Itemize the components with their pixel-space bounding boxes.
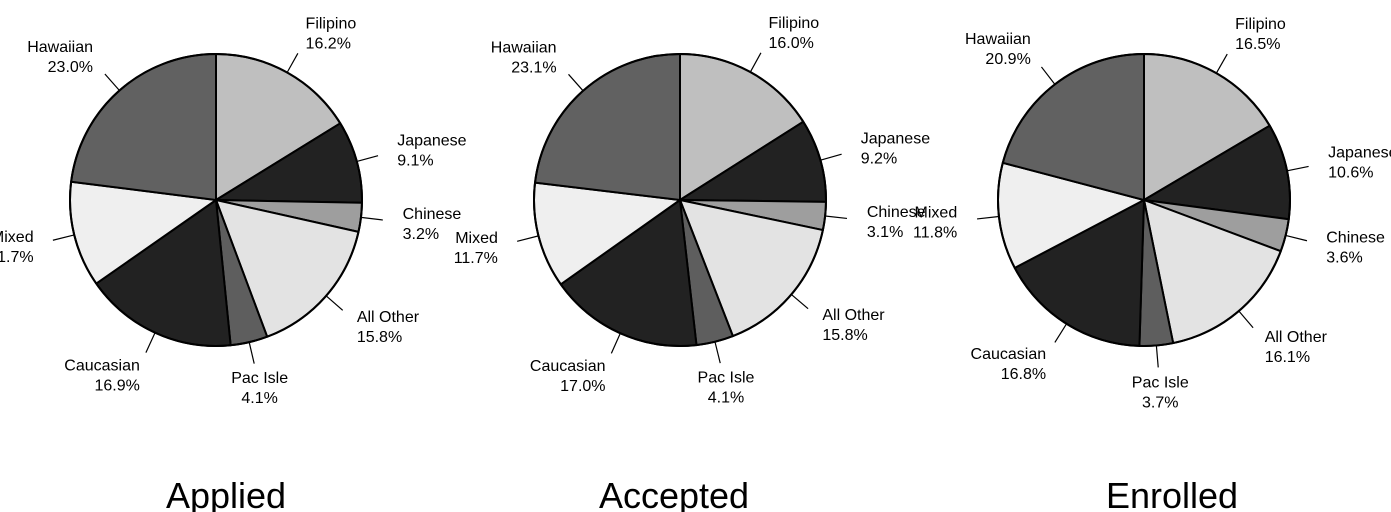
chart-title: Accepted <box>599 475 749 512</box>
leader-line-mixed <box>977 215 999 220</box>
slice-value-mixed: 11.7% <box>454 250 498 267</box>
slice-label-filipino: Filipino <box>1235 16 1286 33</box>
leader-line-hawaiian <box>1040 66 1056 85</box>
slice-label-mixed: Mixed <box>455 230 498 247</box>
slice-value-hawaiian: 23.1% <box>511 59 556 76</box>
slice-label-pac-isle: Pac Isle <box>231 370 288 387</box>
leader-line-mixed <box>517 235 539 242</box>
leader-line-all-other <box>325 295 344 311</box>
slice-value-caucasian: 16.9% <box>95 377 140 394</box>
pie-outline <box>533 53 827 347</box>
slice-label-caucasian: Caucasian <box>64 357 140 374</box>
slice-label-caucasian: Caucasian <box>971 346 1047 363</box>
leader-line-pac-isle <box>1155 345 1159 368</box>
slice-label-chinese: Chinese <box>867 204 926 221</box>
slice-label-filipino: Filipino <box>306 15 357 32</box>
leader-line-caucasian <box>610 333 621 354</box>
enrolled-pie-chart: Filipino 16.5% Japanese 10.6% Chinese 3.6% All… <box>913 16 1391 512</box>
slice-value-japanese: 9.1% <box>397 152 433 169</box>
slice-value-chinese: 3.2% <box>403 226 439 243</box>
pie-outline <box>69 53 363 347</box>
leader-line-caucasian <box>145 332 156 353</box>
slice-value-filipino: 16.0% <box>769 35 814 52</box>
accepted-pie-chart: Filipino 16.0% Japanese 9.2% Chinese 3.1% All … <box>454 15 931 512</box>
chart-title: Applied <box>166 475 286 512</box>
slice-label-all-other: All Other <box>357 309 420 326</box>
leader-line-hawaiian <box>568 73 584 92</box>
slice-label-japanese: Japanese <box>861 131 930 148</box>
slice-value-caucasian: 17.0% <box>560 378 605 395</box>
slice-label-all-other: All Other <box>1265 329 1328 346</box>
leader-line-pac-isle <box>714 341 721 364</box>
leader-line-all-other <box>790 294 809 310</box>
slice-value-pac-isle: 4.1% <box>241 390 277 407</box>
leader-line-chinese <box>825 215 848 220</box>
applied-pie-chart: Filipino 16.2% Japanese 9.1% Chinese 3.2% All … <box>0 15 467 512</box>
slice-value-hawaiian: 20.9% <box>985 51 1030 68</box>
leader-line-caucasian <box>1054 323 1068 343</box>
leader-line-japanese <box>356 155 379 163</box>
leader-line-filipino <box>749 52 762 73</box>
slice-value-all-other: 15.8% <box>822 327 867 344</box>
slice-label-all-other: All Other <box>822 307 885 324</box>
pie-slice-hawaiian <box>534 53 681 201</box>
slice-value-chinese: 3.6% <box>1326 250 1362 267</box>
slice-value-japanese: 9.2% <box>861 151 897 168</box>
slice-label-hawaiian: Hawaiian <box>491 39 557 56</box>
slice-label-japanese: Japanese <box>397 132 466 149</box>
slice-label-chinese: Chinese <box>403 206 462 223</box>
slice-label-hawaiian: Hawaiian <box>27 39 93 56</box>
leader-line-filipino <box>286 52 299 73</box>
slice-value-all-other: 16.1% <box>1265 349 1310 366</box>
leader-line-all-other <box>1238 310 1254 329</box>
slice-value-pac-isle: 4.1% <box>708 389 744 406</box>
slice-label-mixed: Mixed <box>0 229 34 246</box>
slice-value-filipino: 16.2% <box>306 35 351 52</box>
slice-value-hawaiian: 23.0% <box>48 59 93 76</box>
leader-line-mixed <box>52 234 75 241</box>
slice-label-japanese: Japanese <box>1328 145 1391 162</box>
slice-value-pac-isle: 3.7% <box>1142 394 1178 411</box>
leader-line-chinese <box>1285 234 1308 242</box>
leader-line-japanese <box>820 153 842 161</box>
slice-label-pac-isle: Pac Isle <box>698 369 755 386</box>
leader-line-filipino <box>1215 53 1228 74</box>
slice-value-all-other: 15.8% <box>357 329 402 346</box>
leader-line-pac-isle <box>248 342 255 364</box>
pie-outline <box>997 53 1291 347</box>
slice-value-chinese: 3.1% <box>867 224 903 241</box>
chart-title: Enrolled <box>1106 475 1238 512</box>
slice-value-filipino: 16.5% <box>1235 36 1280 53</box>
slice-value-caucasian: 16.8% <box>1001 366 1046 383</box>
slice-value-mixed: 11.8% <box>913 225 957 242</box>
slice-label-mixed: Mixed <box>915 205 958 222</box>
slice-label-chinese: Chinese <box>1326 230 1385 247</box>
leader-line-hawaiian <box>104 73 120 91</box>
leader-line-chinese <box>360 216 383 221</box>
leader-line-japanese <box>1286 165 1309 172</box>
slice-value-japanese: 10.6% <box>1328 165 1373 182</box>
slice-label-pac-isle: Pac Isle <box>1132 374 1189 391</box>
slice-label-filipino: Filipino <box>769 15 820 32</box>
slice-label-caucasian: Caucasian <box>530 358 606 375</box>
slice-label-hawaiian: Hawaiian <box>965 31 1031 48</box>
slice-value-mixed: 11.7% <box>0 249 34 266</box>
